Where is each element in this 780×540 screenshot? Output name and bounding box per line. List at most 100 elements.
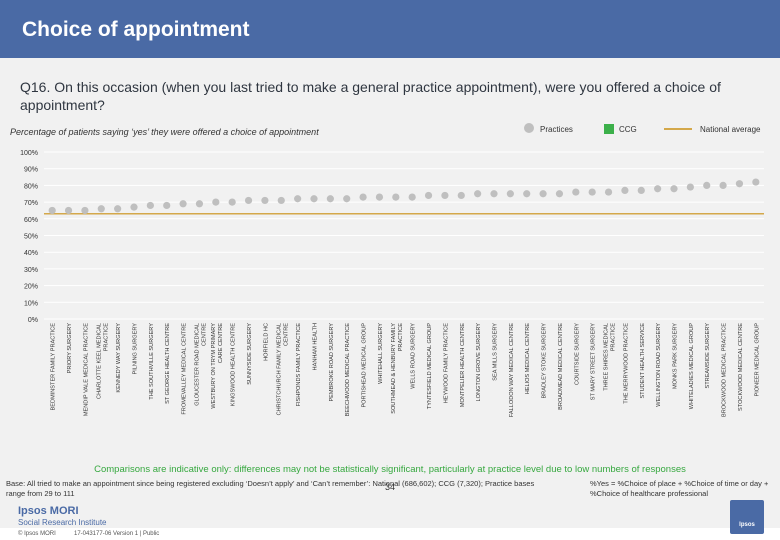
x-category-label: BEECHWOOD MEDICAL PRACTICE: [345, 323, 351, 417]
chart-canvas: 0% 10% 20% 30% 40% 50% 60% 70% 80% 90% 100% BEDMINS…: [20, 150, 764, 417]
page-title: Choice of appointment: [22, 18, 250, 41]
x-category-label: ST GEORGE HEALTH CENTRE: [165, 323, 171, 404]
question-text: Q16. On this occasion (when you last tri…: [20, 79, 721, 113]
y-tick-label: 20%: [24, 284, 38, 291]
x-category-label: BROADMEAD MEDICAL CENTRE: [558, 323, 564, 410]
x-category-label: WHITEHALL SURGERY: [378, 323, 384, 384]
practice-point: [474, 190, 482, 198]
x-category-label: PRIORY SURGERY: [67, 323, 73, 374]
x-category-label: BRADLEY STOKE SURGERY: [542, 323, 548, 399]
x-category-label: PRACTICE: [103, 323, 109, 352]
x-category-label: FALLODON WAY MEDICAL CENTRE: [509, 323, 515, 417]
x-category-label: MONTPELIER HEALTH CENTRE: [460, 323, 466, 407]
x-category-label: STOCKWOOD MEDICAL CENTRE: [738, 323, 744, 411]
practice-point: [228, 198, 236, 206]
legend-ccg-label: CCG: [619, 125, 637, 134]
chart-legend: Practices CCG National average: [0, 123, 780, 137]
y-tick-label: 60%: [24, 217, 38, 224]
x-category-label: FROMEVALLEY MEDICAL CENTRE: [182, 323, 188, 415]
x-category-label: STREAMSIDE SURGERY: [705, 323, 711, 389]
x-category-label: PRACTICE: [611, 323, 617, 352]
x-category-label: BEDMINSTER FAMILY PRACTICE: [51, 323, 57, 411]
y-tick-label: 30%: [24, 267, 38, 274]
x-category-label: ST MARY STREET SURGERY: [591, 323, 597, 400]
x-category-label: SUNNYSIDE SURGERY: [247, 323, 253, 385]
x-category-label: PRACTICE: [398, 323, 404, 352]
practice-point: [604, 188, 613, 196]
x-category-label: GLOUCESTER ROAD MEDICAL: [194, 323, 200, 406]
practice-point: [359, 193, 367, 201]
x-category-label: PIONEER MEDICAL GROUP: [754, 323, 760, 397]
formula-note: %Yes = %Choice of place + %Choice of tim…: [590, 479, 769, 498]
brand-logo: Ipsos MORI: [18, 505, 79, 517]
x-category-label: CENTRE: [201, 323, 207, 346]
y-tick-label: 80%: [24, 183, 38, 190]
base-note: Base: All tried to make an appointment s…: [6, 479, 535, 498]
practice-point: [130, 203, 138, 211]
x-category-label: CENTRE: [283, 323, 289, 346]
x-category-label: CARE CENTRE: [218, 323, 224, 363]
ipsos-logo-text: Ipsos: [739, 522, 755, 528]
practice-point: [424, 191, 433, 200]
comparison-note: Comparisons are indicative only: differe…: [94, 464, 686, 475]
copyright: © Ipsos MORI: [18, 531, 56, 537]
legend-practice-marker: [524, 123, 534, 133]
x-category-label: WESTBURY ON TRYM PRIMARY: [211, 323, 217, 409]
x-category-label: CHRISTCHURCH FAMILY MEDICAL: [276, 323, 282, 415]
y-tick-label: 50%: [24, 234, 38, 241]
practice-point: [375, 193, 384, 201]
practice-point: [735, 180, 744, 188]
x-category-label: KINGSWOOD HEALTH CENTRE: [231, 323, 237, 406]
practice-point: [179, 200, 187, 208]
practice-point: [163, 201, 171, 210]
header-bar: Choice of appointment: [0, 0, 780, 58]
x-category-label: PORTISHEAD MEDICAL GROUP: [362, 323, 368, 408]
y-tick-label: 100%: [20, 150, 38, 157]
y-tick-label: 10%: [24, 300, 38, 307]
x-category-label: MENDIP VALE MEDICAL PRACTICE: [83, 323, 89, 416]
practice-point: [719, 181, 727, 189]
x-category-label: MONKS PARK SURGERY: [673, 323, 679, 389]
practice-point: [97, 205, 105, 213]
practice-point: [326, 195, 334, 203]
practice-point: [114, 205, 122, 213]
practice-point: [621, 186, 629, 195]
legend-ccg-marker: [604, 124, 614, 134]
brand-subtitle: Social Research Institute: [18, 518, 107, 527]
chart-subtitle: Percentage of patients saying ‘yes’ they…: [10, 127, 319, 137]
content-panel: [0, 58, 780, 528]
practice-point: [392, 193, 400, 201]
legend-national-label: National average: [700, 125, 761, 134]
x-category-label: TYNTESFIELD MEDICAL GROUP: [427, 323, 433, 409]
ipsos-logo-icon: Ipsos: [730, 500, 764, 534]
practice-point: [343, 195, 351, 203]
practice-point: [654, 185, 662, 193]
practice-point: [670, 185, 678, 193]
x-category-label: WELLS ROAD SURGERY: [411, 323, 417, 389]
legend-national-marker: [664, 128, 692, 130]
y-tick-label: 90%: [24, 167, 38, 174]
practice-point: [523, 190, 531, 198]
y-tick-label: 40%: [24, 250, 38, 257]
practice-point: [539, 190, 547, 198]
legend-practices-label: Practices: [540, 125, 573, 134]
practice-point: [686, 183, 694, 191]
version-text: 17-043177-06 Version 1 | Public: [74, 531, 160, 537]
x-category-label: HELIOS MEDICAL CENTRE: [525, 323, 531, 395]
practice-point: [588, 188, 596, 196]
practice-point: [310, 195, 318, 203]
practice-point: [81, 206, 89, 215]
practice-point: [146, 201, 154, 210]
x-category-label: THE SOUTHVILLE SURGERY: [149, 323, 155, 400]
x-category-label: THE MERRYWOOD PRACTICE: [623, 323, 629, 404]
practice-point: [64, 206, 73, 215]
x-category-label: SOUTHMEAD & HENBURY FAMILY: [391, 323, 397, 414]
practice-point: [555, 190, 564, 198]
x-category-label: SEA MILLS SURGERY: [493, 323, 499, 381]
x-category-label: THREE SHIRES MEDICAL: [604, 323, 610, 391]
practice-point: [48, 206, 56, 215]
x-category-label: WELLINGTON ROAD SURGERY: [656, 323, 662, 407]
practice-point: [212, 198, 220, 206]
practice-point: [703, 181, 711, 189]
x-category-label: CHARLOTTE KEEL MEDICAL: [96, 323, 102, 399]
